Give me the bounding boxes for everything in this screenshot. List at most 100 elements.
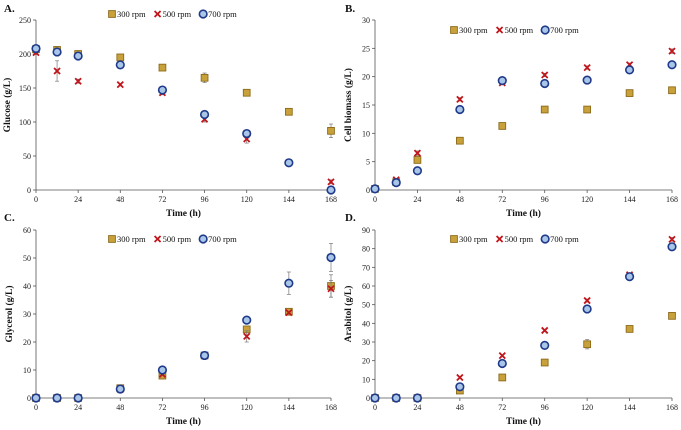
legend-label: 500 rpm [163,234,192,244]
x-tick-label: 120 [581,403,593,412]
data-point-2-3 [455,104,465,115]
legend-marker [108,235,116,243]
data-point-2-6 [582,304,592,314]
x-tick-label: 96 [201,403,209,412]
y-tick-label: 40 [362,319,370,328]
data-point-0-6 [583,105,591,114]
data-point-2-7 [284,278,294,288]
x-tick-label: 48 [116,403,124,412]
x-tick-label: 120 [241,195,253,204]
x-tick-label: 96 [201,195,209,204]
y-tick-label: 30 [362,338,370,347]
y-tick-label: 60 [362,282,370,291]
y-tick-label: 5 [366,158,370,167]
y-tick-label: 20 [362,73,370,82]
data-point-2-3 [115,60,125,70]
series-700-rpm [370,242,677,403]
data-point-2-8 [326,185,336,195]
legend-label: 700 rpm [550,234,579,244]
series-500-rpm [32,280,335,402]
y-tick-label: 0 [27,394,31,403]
x-axis-title: Time (h) [166,208,201,219]
y-axis-title: Glycerol (g/L) [4,285,15,342]
y-tick-label: 250 [19,16,31,25]
y-tick-label: 10 [362,375,370,384]
legend-label: 700 rpm [208,234,237,244]
y-tick-label: 70 [362,263,370,272]
data-point-0-4 [498,373,507,382]
data-point-0-8 [327,126,335,135]
legend-marker [198,234,208,244]
data-point-2-4 [497,358,507,369]
data-point-2-2 [412,393,423,403]
x-tick-label: 168 [666,403,678,412]
data-point-2-2 [412,166,423,176]
x-tick-label: 144 [624,195,636,204]
y-tick-label: 0 [27,186,31,195]
panel-label: D. [345,212,356,224]
x-axis-title: Time (h) [506,416,541,427]
y-tick-label: 200 [19,50,31,59]
y-tick-label: 20 [23,338,31,347]
data-point-2-8 [326,252,336,263]
y-tick-label: 80 [362,245,370,254]
data-point-2-0 [370,184,380,194]
data-point-0-4 [158,63,167,72]
data-point-1-8 [668,47,676,55]
data-point-0-4 [498,122,507,130]
data-point-1-3 [456,373,464,382]
data-point-2-5 [199,350,210,361]
x-tick-label: 144 [624,403,636,412]
legend-label: 300 rpm [459,25,488,35]
x-axis-title: Time (h) [166,416,201,427]
x-tick-label: 144 [283,195,295,204]
data-point-2-3 [455,382,465,392]
x-tick-label: 168 [666,195,678,204]
legend-label: 300 rpm [117,9,146,19]
data-point-0-2 [413,156,422,164]
data-point-2-5 [199,109,210,120]
y-tick-label: 15 [362,101,370,110]
data-point-1-6 [583,296,591,305]
data-point-1-2 [413,149,422,157]
legend-marker [153,10,162,18]
data-point-2-1 [52,393,62,403]
data-point-2-7 [284,158,294,168]
x-tick-label: 72 [498,403,506,412]
data-point-1-5 [541,326,549,335]
legend-marker [540,234,550,244]
legend-label: 300 rpm [117,234,146,244]
data-point-2-5 [540,340,550,350]
y-tick-label: 60 [23,226,31,235]
data-point-2-7 [624,65,635,75]
series-300-rpm [371,86,676,193]
x-tick-label: 168 [325,195,337,204]
data-point-2-0 [31,43,41,54]
x-tick-label: 0 [34,195,38,204]
data-point-0-5 [540,358,549,367]
chart-panel-2: B. 0 5 10 15 20 25 30 0 24 48 72 96 120 144 168 Time (h)… [343,3,678,219]
y-tick-label: 10 [362,129,370,138]
panel-label: B. [345,3,355,15]
y-tick-label: 20 [362,357,370,366]
y-axis-title: Glucose (g/L) [2,78,13,133]
data-point-0-5 [200,73,209,82]
data-point-2-2 [73,51,83,61]
data-point-2-4 [497,76,507,86]
data-point-2-2 [73,393,83,403]
x-tick-label: 144 [283,403,295,412]
legend-label: 700 rpm [208,9,237,19]
data-point-2-4 [157,85,168,95]
y-axis-title: Cell biomass (g/L) [343,68,354,142]
data-point-2-0 [370,393,380,403]
y-axis-title: Arabitol (g/L) [343,286,354,343]
series-700-rpm [31,43,336,195]
legend: 300 rpm 500 rpm 700 rpm [450,25,579,35]
x-tick-label: 72 [158,403,166,412]
legend-marker [153,235,162,243]
data-point-1-8 [327,178,335,186]
legend: 300 rpm 500 rpm 700 rpm [108,9,237,19]
data-point-2-8 [667,60,677,70]
x-tick-label: 120 [581,195,593,204]
